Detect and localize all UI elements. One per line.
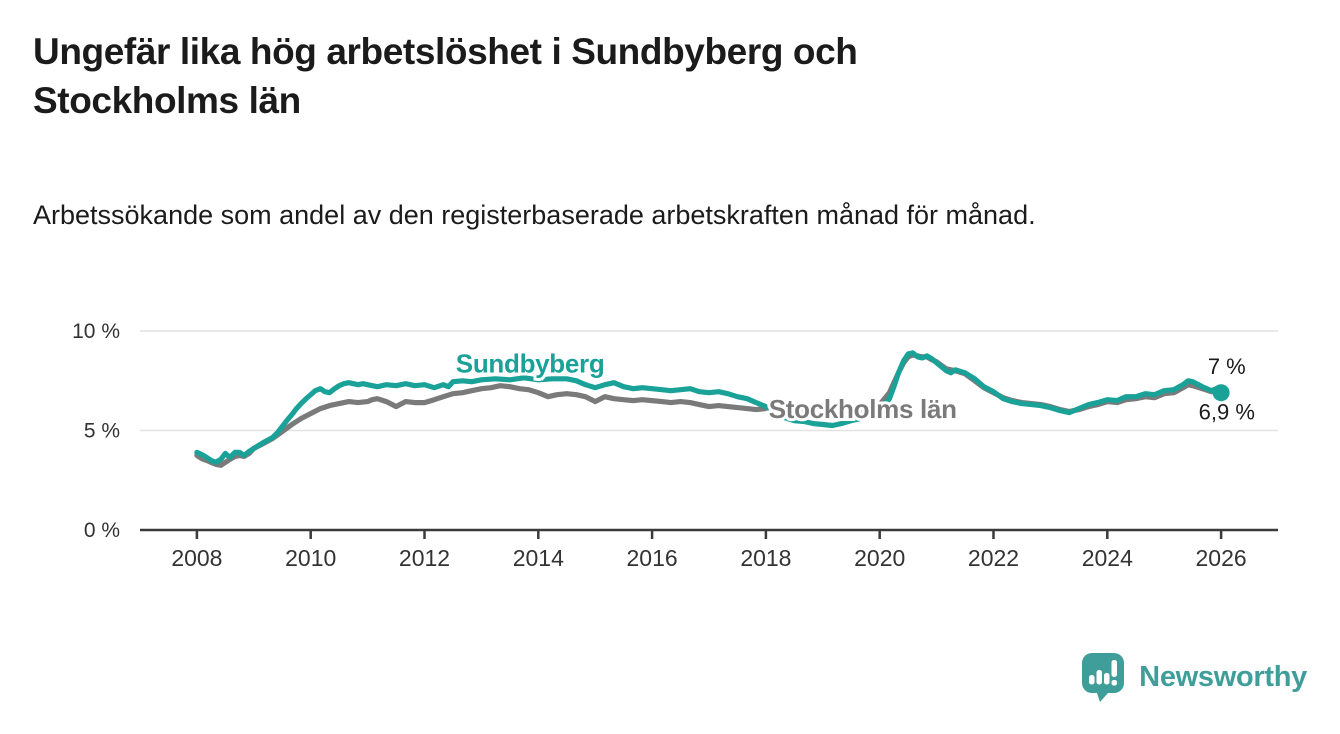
y-tick-label-5: 5 %: [84, 420, 120, 443]
y-tick-label-0: 0 %: [84, 519, 120, 542]
newsworthy-logo: Newsworthy: [1080, 651, 1307, 703]
chart-subtitle: Arbetssökande som andel av den registerb…: [33, 200, 1036, 230]
newsworthy-logo-icon: [1082, 653, 1125, 702]
x-tick-label-2010: 2010: [285, 545, 336, 571]
end-value-label-sundbyberg: 6,9 %: [1199, 400, 1255, 425]
x-tick-label-2012: 2012: [399, 545, 450, 571]
x-tick-label-2026: 2026: [1196, 545, 1247, 571]
x-tick-label-2014: 2014: [513, 545, 564, 571]
x-tick-label-2018: 2018: [740, 545, 791, 571]
x-tick-label-2008: 2008: [171, 545, 222, 571]
newsworthy-logo-text: Newsworthy: [1139, 660, 1307, 693]
series-line-sundbyberg: [194, 350, 1224, 465]
x-tick-label-2024: 2024: [1082, 545, 1133, 571]
chart-title: Ungefär lika hög arbetslöshet i Sundbybe…: [33, 31, 858, 121]
end-value-label-stockholms-län: 7 %: [1208, 354, 1246, 379]
series-label-stockholms-län: Stockholms län: [769, 394, 957, 424]
y-tick-label-10: 10 %: [72, 320, 120, 343]
x-tick-label-2020: 2020: [854, 545, 905, 571]
x-tick-label-2022: 2022: [968, 545, 1019, 571]
series-label-sundbyberg: Sundbyberg: [456, 348, 605, 378]
latest-value-dot: [1212, 384, 1230, 402]
x-tick-label-2016: 2016: [627, 545, 678, 571]
